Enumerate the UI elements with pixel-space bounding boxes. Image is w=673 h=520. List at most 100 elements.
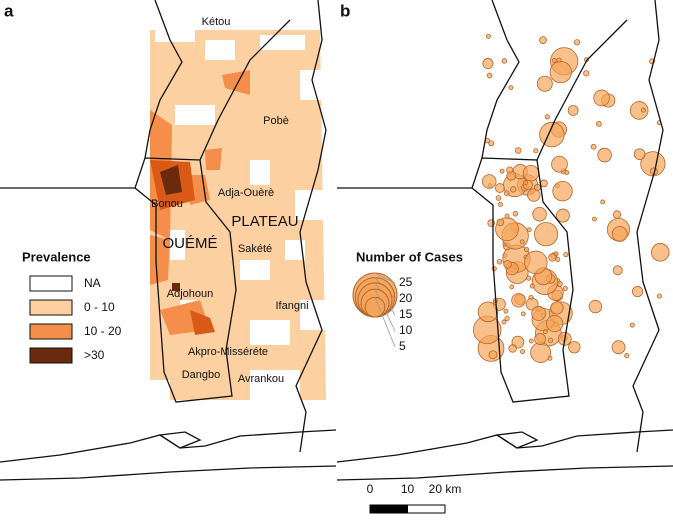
legend-title: Number of Cases — [356, 249, 463, 264]
case-bubble — [523, 180, 529, 186]
case-bubble — [486, 72, 493, 79]
boundary — [471, 157, 574, 403]
case-bubble — [477, 301, 499, 323]
boundary — [0, 429, 337, 463]
case-bubble — [573, 39, 581, 46]
legend-label: 10 — [399, 323, 413, 337]
case-bubble — [520, 311, 526, 317]
case-bubble — [501, 58, 508, 64]
case-bubble — [551, 58, 557, 63]
case-bubble — [547, 337, 554, 343]
case-bubble — [640, 107, 646, 113]
case-bubble — [544, 114, 550, 120]
legend-label: 25 — [399, 275, 413, 289]
case-bubble — [501, 319, 507, 325]
case-bubble — [503, 190, 510, 197]
case-bubble — [528, 338, 534, 344]
boundary — [0, 465, 337, 481]
case-bubble — [533, 148, 539, 154]
case-bubble — [531, 306, 547, 321]
case-bubble — [542, 329, 548, 335]
case-bubble — [564, 170, 570, 176]
boundary — [536, 19, 628, 161]
case-bubble — [612, 265, 623, 276]
case-bubble — [550, 301, 564, 315]
place-name: Ifangni — [275, 300, 308, 312]
panel-label: b — [340, 1, 350, 20]
panel-label: a — [4, 1, 14, 20]
area-gt30 — [160, 165, 182, 195]
place-name: Sakété — [238, 243, 272, 255]
case-bubble — [504, 315, 510, 322]
scale-segment — [407, 504, 446, 514]
area-na — [240, 260, 270, 280]
case-bubble — [496, 218, 505, 227]
case-bubble — [488, 350, 498, 360]
case-bubble — [527, 188, 541, 202]
region-name: OUÉMÉ — [162, 235, 217, 252]
legend-label: 15 — [399, 307, 413, 321]
scale-segment — [369, 504, 408, 514]
case-bubble — [583, 70, 590, 77]
case-bubble — [530, 342, 552, 363]
case-bubble — [481, 174, 497, 189]
case-bubble — [551, 155, 568, 173]
case-bubble — [650, 243, 670, 262]
scale-label: 0 — [367, 482, 374, 496]
place-name: Adja-Ouèrè — [218, 187, 274, 199]
case-bubble — [546, 314, 564, 333]
case-bubble — [508, 85, 514, 91]
legend-swatch — [29, 299, 73, 316]
case-bubble — [482, 58, 494, 70]
legend-label: 0 - 10 — [84, 300, 115, 314]
case-bubble — [600, 199, 606, 205]
case-bubble — [567, 105, 579, 116]
case-bubble — [509, 284, 515, 290]
scale-label: 10 — [401, 482, 415, 496]
case-bubble — [529, 283, 535, 289]
case-bubble — [524, 250, 548, 275]
legend-leader — [374, 272, 396, 284]
panel-b — [336, 0, 673, 481]
region-name: PLATEAU — [231, 213, 298, 230]
case-bubble — [534, 222, 559, 247]
area-na — [295, 190, 325, 220]
area-na — [250, 370, 300, 400]
legend-swatch — [29, 347, 73, 364]
area-gt30 — [172, 283, 180, 291]
case-bubble — [519, 239, 525, 245]
area-na — [285, 240, 305, 260]
place-name: Akpro-Misséréte — [188, 346, 268, 358]
case-bubble — [488, 140, 495, 147]
case-bubble — [512, 211, 519, 217]
case-bubble — [524, 247, 530, 253]
case-bubble — [526, 275, 532, 281]
case-bubble — [496, 258, 503, 265]
boundary — [158, 431, 202, 449]
legend-label: NA — [84, 276, 101, 290]
case-bubble — [520, 349, 526, 355]
place-name: Adjohoun — [167, 288, 214, 300]
scale-label: 20 km — [429, 482, 462, 496]
case-bubble — [532, 206, 547, 222]
case-bubble — [593, 89, 610, 107]
case-bubble — [556, 57, 562, 63]
case-bubble — [485, 33, 491, 39]
case-bubble — [633, 148, 646, 160]
place-name: Pobè — [263, 115, 289, 127]
legend-leader — [374, 288, 396, 332]
case-bubble — [563, 252, 569, 258]
case-bubble — [629, 101, 649, 120]
area-na — [150, 380, 170, 400]
place-name: Bonou — [151, 198, 183, 210]
case-bubble — [595, 120, 602, 127]
area-na — [250, 320, 290, 345]
legend-label: 20 — [399, 291, 413, 305]
place-name: Kétou — [202, 16, 231, 28]
case-bubble — [508, 344, 517, 353]
legend-leader — [374, 297, 396, 348]
area-na — [155, 30, 195, 42]
case-bubble — [632, 286, 644, 298]
